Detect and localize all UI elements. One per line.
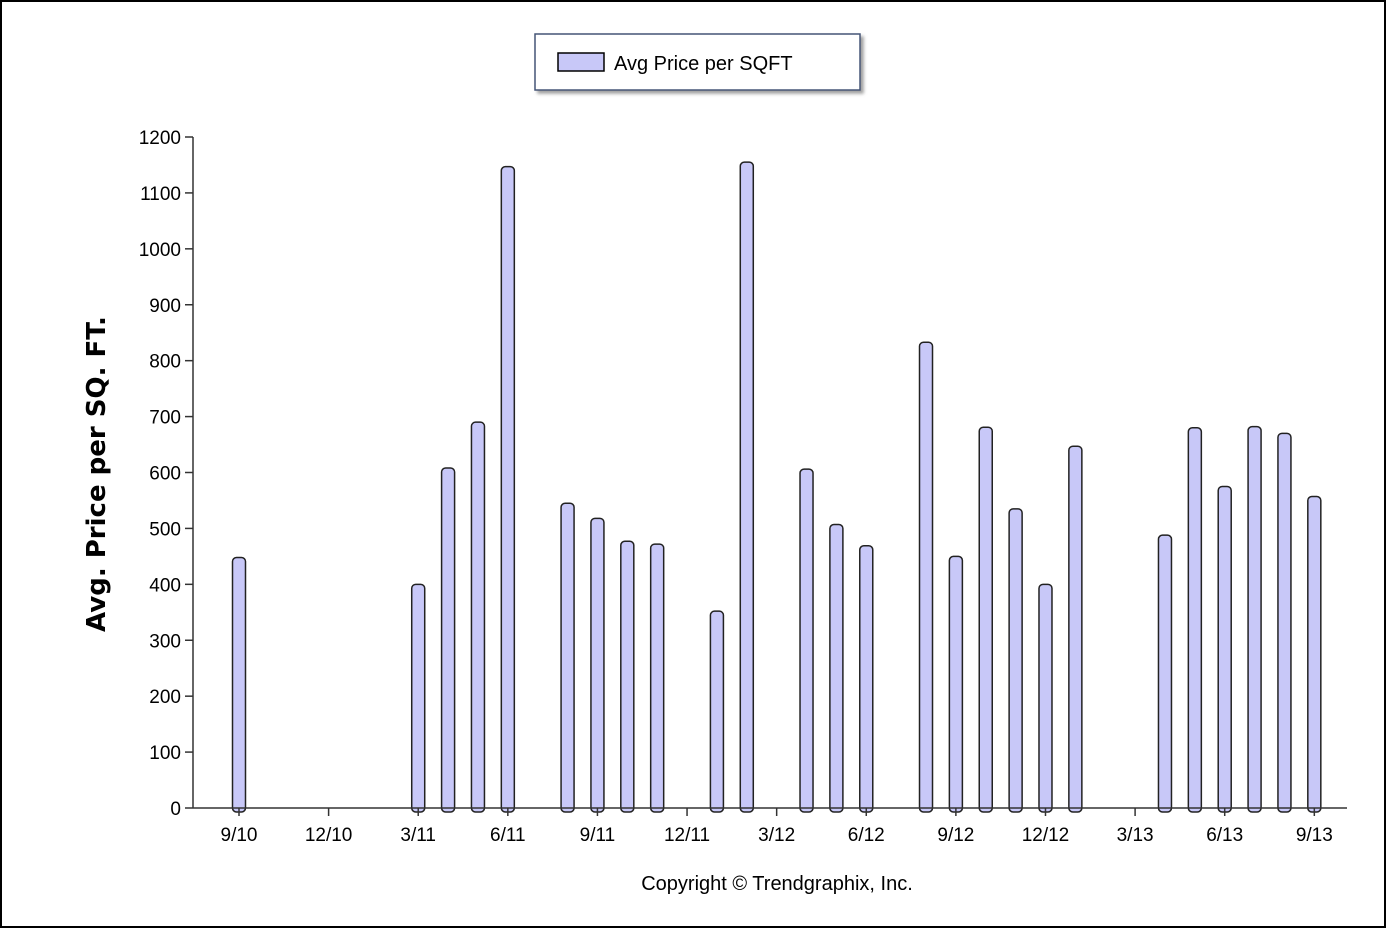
bar-10-11 <box>620 540 635 813</box>
y-axis-label: Avg. Price per SQ. FT. <box>82 316 112 632</box>
y-tick-label: 1100 <box>140 184 181 205</box>
x-tick-label: 9/12 <box>937 825 974 846</box>
bar-9-11 <box>590 517 605 813</box>
bar-6-13 <box>1217 485 1232 813</box>
bars <box>231 161 1322 813</box>
x-tick-label: 6/13 <box>1206 825 1243 846</box>
y-tick-label: 900 <box>149 296 181 317</box>
y-tick-label: 400 <box>149 575 181 596</box>
y-tick-label: 300 <box>149 631 181 652</box>
y-tick-label: 100 <box>149 743 181 764</box>
x-tick-label: 12/12 <box>1022 825 1070 846</box>
y-tick-label: 200 <box>149 687 181 708</box>
y-tick-label: 800 <box>149 352 181 373</box>
x-axis: 9/10 12/10 3/11 6/11 9/11 12/11 3/12 6/12 9/12 12… <box>221 808 1333 846</box>
bar-10-12 <box>978 426 993 813</box>
y-tick-label: 600 <box>149 464 181 485</box>
y-tick-label: 0 <box>170 799 181 820</box>
bar-4-11 <box>440 467 456 813</box>
bar-8-13 <box>1277 432 1292 813</box>
bar-4-13 <box>1157 534 1173 813</box>
bar-9-12 <box>948 555 964 813</box>
x-tick-label: 9/11 <box>580 825 616 846</box>
bar-9-10 <box>231 556 247 813</box>
x-tick-label: 3/12 <box>758 825 795 846</box>
x-tick-label: 9/10 <box>221 825 258 846</box>
bar-5-13 <box>1187 427 1203 813</box>
bar-6-11 <box>500 165 516 813</box>
bar-5-11 <box>470 421 486 813</box>
x-tick-label: 3/11 <box>400 825 436 846</box>
bar-8-11 <box>560 502 575 813</box>
bar-7-13 <box>1247 425 1262 813</box>
x-tick-label: 12/10 <box>305 825 353 846</box>
y-tick-label: 1200 <box>139 128 181 149</box>
legend-label: Avg Price per SQFT <box>614 53 793 75</box>
x-tick-label: 6/11 <box>490 825 526 846</box>
bar-8-12 <box>918 341 934 813</box>
bar-9-13 <box>1307 495 1322 813</box>
y-tick-label: 1000 <box>139 240 181 261</box>
legend: Avg Price per SQFT <box>534 33 861 91</box>
bar-11-11 <box>649 543 665 813</box>
copyright-text: Copyright © Trendgraphix, Inc. <box>641 873 913 895</box>
x-tick-label: 3/13 <box>1117 825 1154 846</box>
y-tick-label: 700 <box>149 408 181 429</box>
bar-1-12 <box>709 610 725 813</box>
x-tick-label: 12/11 <box>664 825 710 846</box>
legend-swatch <box>557 52 605 72</box>
bar-3-11 <box>410 583 426 813</box>
bar-1-13 <box>1068 445 1083 813</box>
y-axis: 0 100 200 300 400 500 600 700 800 900 1000 1100 1200 <box>139 128 193 820</box>
x-tick-label: 6/12 <box>848 825 885 846</box>
bar-6-12 <box>859 545 874 813</box>
bar-4-12 <box>799 468 814 813</box>
bar-5-12 <box>829 523 844 813</box>
bar-2-12 <box>739 161 755 813</box>
x-tick-label: 9/13 <box>1296 825 1333 846</box>
bar-12-12 <box>1038 583 1053 813</box>
y-tick-label: 500 <box>149 519 181 540</box>
bar-11-12 <box>1008 508 1023 813</box>
